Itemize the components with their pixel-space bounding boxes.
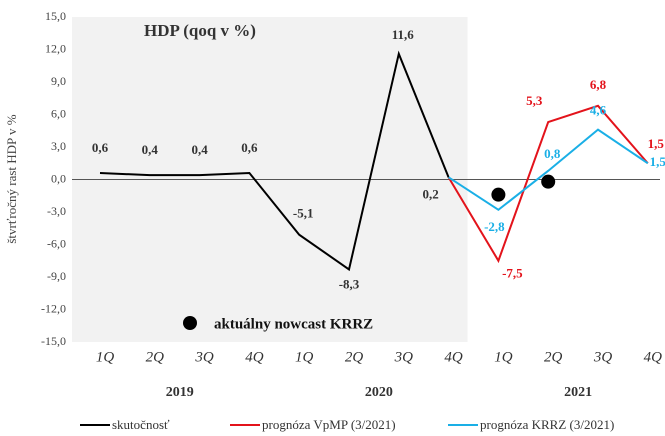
value-label: 4,6 bbox=[590, 103, 607, 118]
x-tick-label: 4Q bbox=[245, 349, 264, 365]
y-tick-label: 9,0 bbox=[51, 74, 66, 88]
value-label: -2,8 bbox=[484, 219, 505, 234]
value-label: 1,5 bbox=[650, 154, 665, 169]
x-tick-label: 3Q bbox=[593, 349, 613, 365]
series-line bbox=[447, 104, 649, 264]
y-tick-label: 12,0 bbox=[45, 41, 66, 55]
nowcast-dot bbox=[541, 174, 556, 189]
group-label: 2020 bbox=[365, 385, 393, 400]
nowcast-dot bbox=[491, 187, 506, 202]
series-line bbox=[99, 50, 450, 272]
nowcast-label: aktuálny nowcast KRRZ bbox=[214, 316, 373, 332]
legend-label: prognóza KRRZ (3/2021) bbox=[480, 417, 614, 432]
x-tick-label: 4Q bbox=[644, 349, 663, 365]
x-tick-label: 1Q bbox=[96, 349, 115, 365]
chart-title: HDP (qoq v %) bbox=[144, 21, 256, 40]
value-label: 0,8 bbox=[544, 146, 561, 161]
value-label: 11,6 bbox=[392, 27, 415, 42]
value-label: -8,3 bbox=[339, 276, 360, 291]
legend-label: prognóza VpMP (3/2021) bbox=[262, 417, 396, 432]
y-tick-label: -9,0 bbox=[47, 269, 66, 283]
x-tick-label: 2Q bbox=[544, 349, 563, 365]
value-label: 1,5 bbox=[648, 136, 665, 151]
group-label: 2019 bbox=[166, 385, 194, 400]
y-tick-label: 0,0 bbox=[51, 171, 66, 185]
nowcast-key bbox=[183, 316, 197, 330]
value-label: 6,8 bbox=[590, 77, 607, 92]
y-tick-label: -6,0 bbox=[47, 236, 66, 250]
group-label: 2021 bbox=[564, 385, 592, 400]
y-tick-label: 6,0 bbox=[51, 106, 66, 120]
x-tick-label: 3Q bbox=[194, 349, 214, 365]
y-tick-label: 15,0 bbox=[45, 9, 66, 23]
value-label: 0,6 bbox=[92, 140, 109, 155]
series-line bbox=[448, 128, 649, 212]
x-tick-label: 1Q bbox=[494, 349, 513, 365]
x-tick-label: 3Q bbox=[394, 349, 414, 365]
value-label: 0,2 bbox=[422, 186, 438, 201]
value-label: 0,4 bbox=[142, 142, 159, 157]
x-tick-label: 1Q bbox=[295, 349, 314, 365]
value-label: -7,5 bbox=[502, 266, 523, 281]
x-tick-label: 4Q bbox=[444, 349, 463, 365]
value-label: 0,4 bbox=[191, 142, 208, 157]
value-label: 0,6 bbox=[241, 140, 258, 155]
x-tick-label: 2Q bbox=[146, 349, 165, 365]
y-tick-label: -15,0 bbox=[41, 334, 66, 348]
y-tick-label: -3,0 bbox=[47, 204, 66, 218]
x-tick-label: 2Q bbox=[345, 349, 364, 365]
value-label: -5,1 bbox=[293, 206, 314, 221]
legend-label: skutočnosť bbox=[112, 417, 170, 432]
y-tick-label: 3,0 bbox=[51, 139, 66, 153]
value-label: 5,3 bbox=[526, 93, 543, 108]
y-tick-label: -12,0 bbox=[41, 301, 66, 315]
y-axis-label: štvrťročný rast HDP v % bbox=[4, 114, 19, 243]
